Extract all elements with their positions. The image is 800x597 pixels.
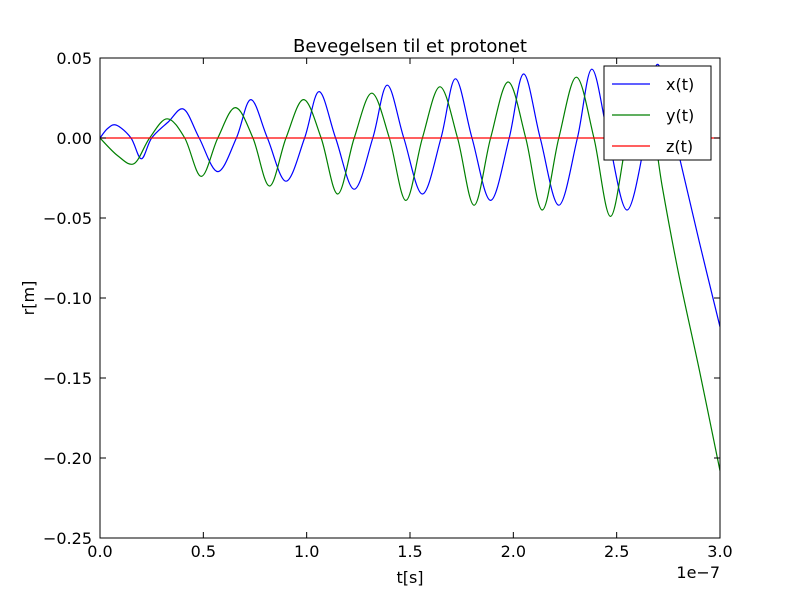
tick-layer: 0.0 0.5 1.0 1.5 2.0 2.5 3.0 0.05 0.00 −0.05 −0.10 −…: [43, 49, 733, 561]
x-tick-label: 1.0: [294, 542, 319, 561]
legend-label-1: x(t): [666, 75, 694, 94]
x-tick-label: 0.5: [191, 542, 216, 561]
x-tick-label: 0.0: [87, 542, 112, 561]
x-tick-label: 2.0: [501, 542, 526, 561]
y-tick-label: −0.20: [43, 449, 92, 468]
x-axis-label: t[s]: [396, 568, 423, 587]
legend: x(t) y(t) z(t): [603, 65, 712, 161]
x-tick-label: 3.0: [707, 542, 732, 561]
x-offset-label: 1e−7: [676, 563, 720, 582]
y-tick-label: −0.25: [43, 529, 92, 548]
legend-label-2: y(t): [666, 106, 694, 125]
x-tick-label: 1.5: [397, 542, 422, 561]
y-axis-label: r[m]: [19, 281, 38, 316]
x-tick-label: 2.5: [604, 542, 629, 561]
y-tick-label: −0.10: [43, 289, 92, 308]
y-tick-label: 0.05: [56, 49, 92, 68]
legend-box: [603, 65, 712, 161]
y-tick-label: −0.15: [43, 369, 92, 388]
legend-label-3: z(t): [666, 137, 693, 156]
y-tick-label: 0.00: [56, 129, 92, 148]
y-tick-label: −0.05: [43, 209, 92, 228]
chart-title: Bevegelsen til et protonet: [293, 36, 527, 57]
